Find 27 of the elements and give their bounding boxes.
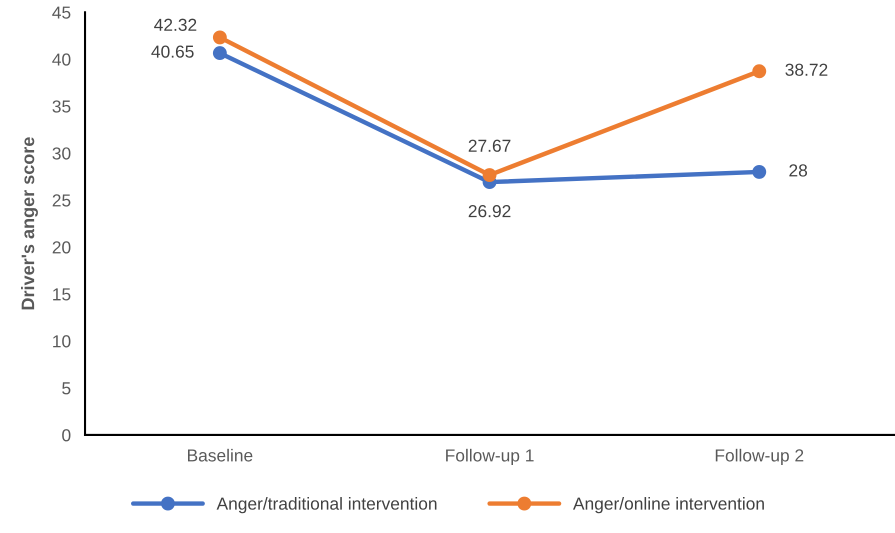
y-tick-label: 30: [52, 147, 70, 160]
y-tick-label: 10: [53, 335, 70, 348]
legend-label: Anger/online intervention: [572, 497, 764, 514]
y-tick-label: 15: [53, 288, 70, 300]
point: [752, 64, 766, 78]
y-tick-label: 5: [62, 382, 70, 394]
y-tick-label: 20: [52, 241, 70, 254]
point: [752, 164, 766, 179]
y-tick-label: 45: [52, 6, 70, 19]
y-tick-label: 25: [52, 194, 70, 207]
x-tick-label: Follow-up 2: [716, 448, 804, 465]
data-label: 27.67: [468, 140, 510, 152]
point: [212, 46, 227, 60]
data-label: 26.92: [468, 205, 510, 218]
x-tick-label: Follow-up 1: [446, 448, 534, 465]
legend-label: Anger/traditional intervention: [216, 497, 436, 514]
x-tick-label: Baseline: [188, 448, 252, 462]
y-tick-label: 0: [62, 429, 70, 442]
point: [482, 168, 497, 182]
y-tick-label: 35: [52, 100, 70, 113]
point: [212, 30, 227, 44]
y-tick-label: 40: [52, 53, 70, 66]
data-label: 42.32: [154, 18, 196, 31]
y-axis-title: Driver's anger score: [21, 137, 38, 310]
data-label: 28: [789, 164, 808, 177]
data-label: 38.72: [785, 64, 828, 76]
data-label: 40.65: [151, 45, 194, 58]
